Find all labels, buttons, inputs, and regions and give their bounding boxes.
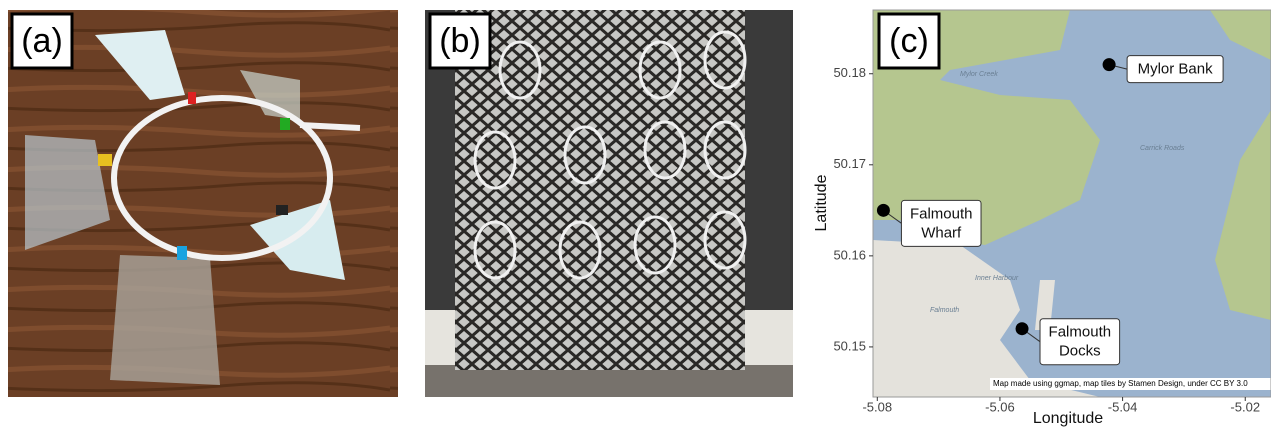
point-label: Falmouth (910, 205, 973, 222)
x-tick-label: -5.06 (985, 399, 1015, 414)
y-tick-label: 50.18 (833, 65, 866, 80)
y-axis-label: Latitude (813, 174, 830, 231)
figure: Mylor Creek Carrick Roads Inner Harbour … (0, 0, 1271, 427)
y-tick-label: 50.15 (833, 338, 866, 353)
attribution: Map made using ggmap, map tiles by Stame… (993, 379, 1248, 388)
x-axis-label: Longitude (1033, 410, 1103, 427)
point-label: Mylor Bank (1138, 61, 1214, 78)
place-name: Mylor Creek (960, 71, 998, 78)
panel-label: (c) (889, 22, 929, 60)
y-tick-label: 50.16 (833, 247, 866, 262)
point-label: Docks (1059, 343, 1101, 360)
site-point (877, 204, 890, 217)
point-label: Wharf (921, 224, 962, 241)
place-name: Falmouth (930, 307, 959, 314)
place-name: Inner Harbour (975, 275, 1019, 282)
x-tick-label: -5.08 (862, 399, 892, 414)
site-point (1103, 58, 1116, 71)
site-point (1016, 322, 1029, 335)
x-tick-label: -5.04 (1108, 399, 1138, 414)
point-label: Falmouth (1049, 324, 1112, 341)
place-name: Carrick Roads (1140, 145, 1185, 152)
y-tick-label: 50.17 (833, 156, 866, 171)
panel-label: (b) (439, 22, 481, 60)
x-tick-label: -5.02 (1230, 399, 1260, 414)
panel-label: (a) (21, 22, 63, 60)
